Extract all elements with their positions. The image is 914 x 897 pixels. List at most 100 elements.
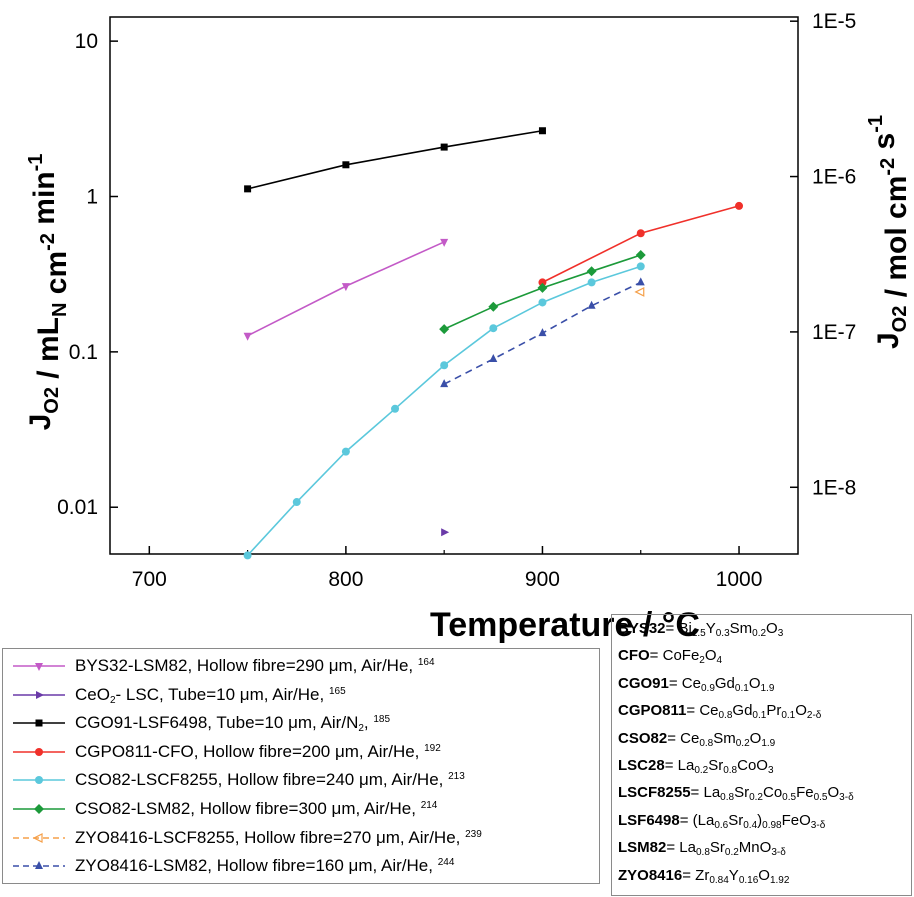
formula-part: Sm [713, 729, 736, 747]
data-point [635, 250, 646, 261]
definition-row: CGO91= Ce0.9Gd0.1O1.9 [618, 674, 774, 694]
abbreviation-definitions: BYS32= Bi1.5Y0.3Sm0.2O3 CFO= CoFe2O4 CGO91… [611, 614, 912, 896]
definition-abbreviation: LSF6498 [618, 811, 680, 829]
formula-part: 0.5 [782, 792, 797, 804]
definition-equals: = [649, 647, 663, 665]
legend-text: ZYO8416-LSCF8255, Hollow fibre=270 μm, A… [75, 827, 466, 847]
formula-part: Y [705, 620, 716, 637]
formula-part: Zr [695, 866, 710, 884]
definition-row: BYS32= Bi1.5Y0.3Sm0.2O3 [618, 619, 783, 639]
legend: BYS32-LSM82, Hollow fibre=290 μm, Air/He… [2, 648, 600, 884]
y-right-tick-label: 1E-6 [812, 166, 856, 189]
y-left-tick-label: 0.01 [57, 496, 98, 519]
data-point [35, 719, 43, 727]
formula-part: Gd [714, 674, 735, 692]
y-left-tick-label: 0.1 [69, 341, 98, 364]
formula-part: 3-δ [810, 819, 826, 831]
formula-part: O [749, 729, 762, 747]
formula-part: 0.8 [723, 765, 738, 776]
chart-plot: 700 800 900 10000.010.11101E-81E-71E-61E-5 … [24, 10, 913, 591]
x-tick-label: 1000 [716, 568, 763, 591]
x-tick-label: 900 [525, 568, 560, 591]
formula-part: Sr [734, 784, 750, 802]
data-point [441, 528, 450, 537]
legend-item: ZYO8416-LSM82, Hollow fibre=160 μm, Air/… [3, 853, 599, 879]
definition-abbreviation: CGO91 [618, 674, 669, 692]
legend-text: BYS32-LSM82, Hollow fibre=290 μm, Air/He… [75, 656, 418, 675]
formula-part: Fe [796, 784, 814, 802]
data-point [587, 300, 596, 309]
series-2 [244, 127, 546, 193]
legend-item: BYS32-LSM82, Hollow fibre=290 μm, Air/He… [3, 653, 599, 679]
legend-item: CeO2- LSC, Tube=10 μm, Air/He, 165 [3, 682, 599, 708]
definition-equals: = [667, 729, 681, 747]
definition-row: CFO= CoFe2O4 [618, 646, 722, 666]
formula-part: 0.3 [715, 628, 730, 639]
data-point [636, 277, 645, 286]
y-right-tick-label: 1E-5 [812, 10, 856, 33]
definition-equals: = [664, 757, 678, 774]
formula-part: Sr [708, 757, 724, 774]
formula-part: La [679, 839, 696, 857]
data-point [35, 861, 43, 870]
y-axis-right-label: JO2 / mol cm-2 s-1 [865, 115, 913, 349]
formula-part: Bi [678, 620, 692, 637]
formula-part: O [795, 702, 807, 720]
data-point [440, 238, 449, 247]
data-point [36, 690, 44, 699]
legend-reference: 185 [373, 714, 391, 726]
legend-item: CSO82-LSM82, Hollow fibre=300 μm, Air/He… [3, 796, 599, 822]
formula-part: La [703, 784, 721, 802]
formula-part: O [758, 866, 770, 884]
formula-part: 0.8 [720, 792, 735, 804]
definition-equals: = [679, 811, 693, 829]
formula-part: MnO [738, 839, 772, 857]
formula-part: Sr [709, 839, 725, 857]
formula-part: 0.2 [724, 847, 739, 859]
formula-part: Ce [680, 729, 700, 747]
formula-part: Co [762, 784, 783, 802]
legend-subscript: 2 [109, 694, 116, 706]
data-point [35, 776, 43, 785]
data-point [440, 143, 448, 151]
formula-part: 0.84 [709, 874, 729, 886]
definition-abbreviation: CSO82 [618, 729, 668, 747]
formula-part: 1.9 [761, 737, 776, 749]
legend-label: ZYO8416-LSCF8255, Hollow fibre=270 μm, A… [75, 827, 482, 849]
legend-label: ZYO8416-LSM82, Hollow fibre=160 μm, Air/… [75, 855, 454, 877]
legend-swatch [13, 719, 65, 727]
legend-swatch [13, 663, 65, 671]
definition-row: LSM82= La0.8Sr0.2MnO3-δ [618, 838, 786, 858]
legend-item: ZYO8416-LSCF8255, Hollow fibre=270 μm, A… [3, 825, 599, 851]
formula-part: 0.8 [718, 710, 733, 722]
series-7 [440, 277, 645, 388]
definition-abbreviation: LSC28 [618, 757, 665, 774]
legend-reference: 165 [328, 685, 346, 697]
formula-part: 3-δ [839, 792, 854, 804]
data-point [440, 379, 449, 388]
legend-reference: 192 [424, 742, 441, 754]
formula-part: Ce [681, 674, 701, 692]
formula-part: Gd [732, 702, 753, 720]
series-3 [538, 201, 744, 287]
formula-part: 1.9 [760, 682, 775, 694]
data-point [488, 301, 499, 312]
formula-part: 3-δ [771, 847, 786, 859]
formula-part: 0.2 [694, 765, 709, 776]
legend-text: CSO82-LSM82, Hollow fibre=300 μm, Air/He… [75, 799, 421, 818]
legend-swatch [13, 690, 65, 699]
formula-part: 0.9 [700, 682, 715, 694]
legend-reference: 244 [437, 857, 455, 869]
legend-reference: 239 [465, 828, 482, 840]
legend-label: BYS32-LSM82, Hollow fibre=290 μm, Air/He… [75, 655, 435, 677]
legend-swatch [13, 804, 65, 814]
definition-equals: = [666, 839, 680, 857]
data-point [342, 161, 350, 169]
definition-abbreviation: LSM82 [618, 839, 667, 857]
series-layer [243, 127, 744, 560]
formula-part: O [704, 647, 717, 665]
data-point [341, 283, 350, 292]
legend-text: CGO91-LSF6498, Tube=10 μm, Air/N [75, 713, 359, 733]
formula-part: 0.98 [762, 819, 782, 831]
series-line [247, 265, 641, 556]
